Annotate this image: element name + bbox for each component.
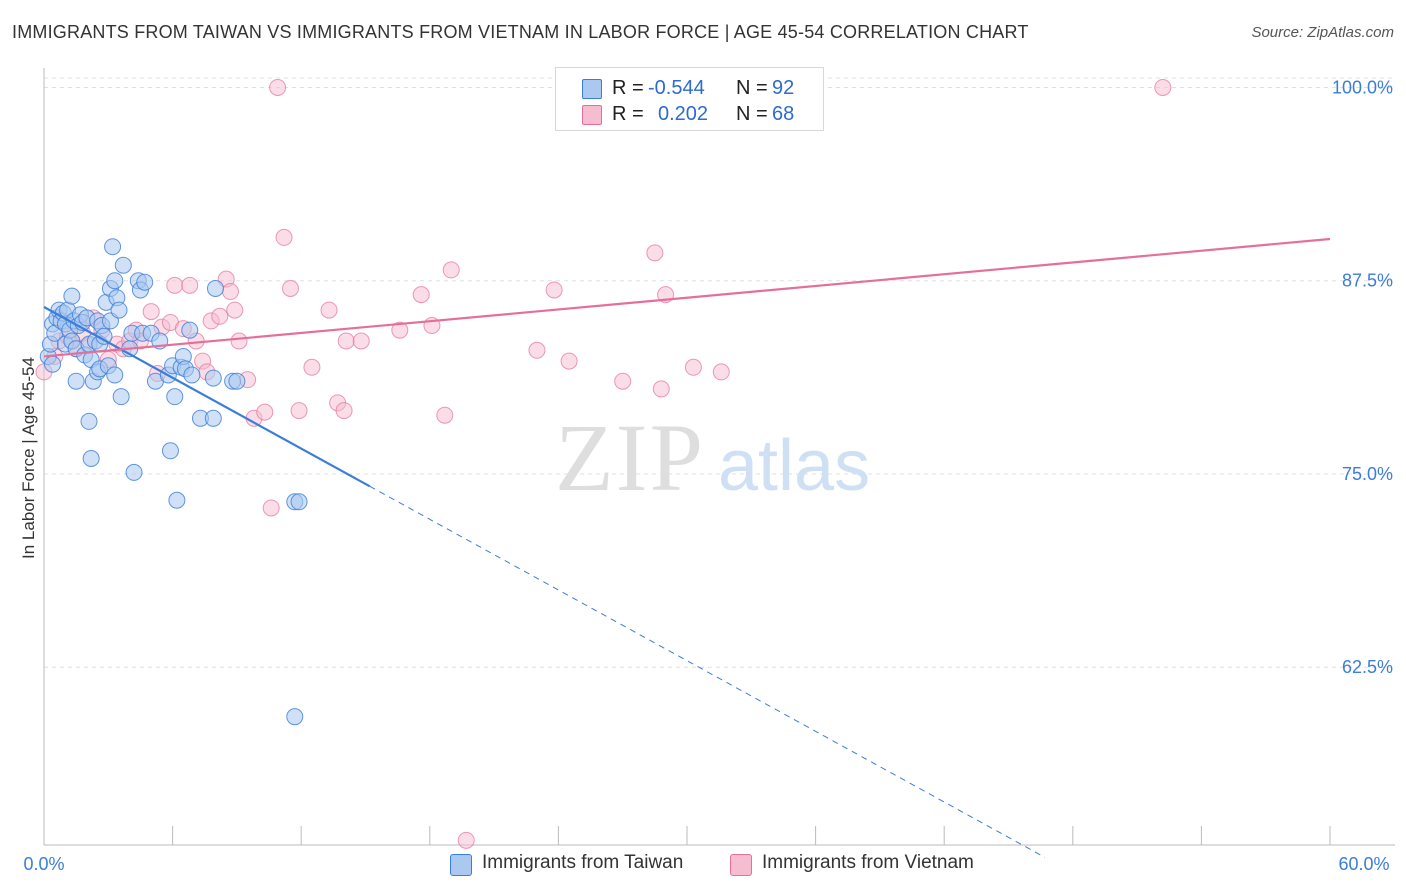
- taiwan-point: [80, 412, 98, 430]
- taiwan-point: [82, 450, 100, 467]
- vietnam-point: [545, 281, 563, 299]
- y-tick-label: 75.0%: [1342, 464, 1393, 484]
- vietnam-point: [646, 244, 664, 262]
- taiwan-legend-label: Immigrants from Taiwan: [482, 852, 684, 873]
- taiwan-trend-extension: [369, 485, 1046, 858]
- vietnam-point: [684, 358, 702, 376]
- watermark: ZIP atlas: [555, 404, 870, 511]
- trend-lines: [43, 237, 1331, 858]
- stats-legend: R = -0.544 N = 92 R = 0.202 N = 68: [555, 67, 824, 131]
- vietnam-trend-line: [43, 237, 1331, 358]
- legend-r-value: -0.544: [648, 77, 705, 99]
- taiwan-point: [110, 301, 128, 319]
- vietnam-point: [230, 332, 248, 350]
- taiwan-point: [114, 256, 132, 274]
- vietnam-point: [712, 363, 730, 381]
- taiwan-point: [44, 355, 62, 373]
- taiwan-point: [286, 708, 304, 726]
- legend-r-label: R =: [612, 103, 644, 125]
- vietnam-point: [166, 276, 184, 294]
- watermark-zip: ZIP: [555, 404, 705, 511]
- vietnam-point: [181, 276, 199, 294]
- vietnam-point: [412, 286, 430, 304]
- taiwan-point: [125, 463, 143, 481]
- vietnam-swatch: [582, 105, 602, 125]
- vietnam-point: [560, 352, 578, 370]
- vietnam-point: [221, 283, 239, 301]
- vietnam-point: [303, 358, 321, 376]
- x-tick-label: 60.0%: [1338, 854, 1389, 874]
- vietnam-point: [337, 332, 355, 350]
- vietnam-point: [391, 321, 409, 339]
- y-axis-label: In Labor Force | Age 45-54: [19, 357, 38, 559]
- vietnam-point: [281, 279, 299, 297]
- y-tick-label: 87.5%: [1342, 271, 1393, 291]
- taiwan-point: [290, 493, 308, 511]
- vietnam-point: [269, 78, 287, 96]
- taiwan-trend-line: [43, 306, 371, 488]
- vietnam-legend-swatch: [730, 854, 752, 876]
- taiwan-point: [104, 238, 122, 256]
- vietnam-point: [457, 831, 475, 849]
- vietnam-point: [352, 332, 370, 350]
- legend-n-value: 92: [772, 77, 795, 99]
- legend-r-label: R =: [612, 77, 644, 99]
- vietnam-point: [335, 402, 353, 420]
- taiwan-point: [106, 272, 124, 290]
- taiwan-point: [206, 279, 224, 297]
- legend-n-label: N =: [736, 77, 768, 99]
- axis-layer: [43, 68, 1395, 846]
- vietnam-legend-label: Immigrants from Vietnam: [762, 852, 974, 873]
- watermark-atlas: atlas: [718, 426, 870, 506]
- vietnam-point: [275, 228, 293, 246]
- vietnam-point: [262, 499, 280, 517]
- legend-n-value: 68: [772, 103, 795, 125]
- taiwan-point: [166, 388, 184, 406]
- y-tick-label: 62.5%: [1342, 657, 1393, 677]
- vietnam-point: [211, 307, 229, 325]
- y-tick-label: 100.0%: [1332, 77, 1393, 97]
- taiwan-point: [136, 273, 154, 291]
- taiwan-point: [63, 287, 81, 305]
- vietnam-point: [256, 403, 274, 421]
- vietnam-point: [436, 406, 454, 424]
- vietnam-point: [614, 372, 632, 390]
- taiwan-legend-swatch: [450, 854, 472, 876]
- vietnam-point: [442, 261, 460, 279]
- source-label: Source: ZipAtlas.com: [1251, 24, 1394, 41]
- taiwan-swatch: [582, 79, 602, 99]
- taiwan-point: [112, 388, 130, 406]
- taiwan-point: [106, 366, 124, 384]
- legend-n-label: N =: [736, 103, 768, 125]
- vietnam-point: [1154, 78, 1172, 96]
- vietnam-point: [142, 303, 160, 321]
- x-tick-label: 0.0%: [23, 854, 64, 874]
- vietnam-point: [652, 380, 670, 398]
- vietnam-point: [528, 341, 546, 359]
- chart-title: IMMIGRANTS FROM TAIWAN VS IMMIGRANTS FRO…: [12, 22, 1029, 42]
- vietnam-point: [226, 301, 244, 319]
- taiwan-points: [39, 238, 308, 726]
- tick-labels: 62.5% 75.0% 87.5% 100.0% 0.0% 60.0%: [23, 77, 1393, 874]
- taiwan-point: [168, 491, 186, 509]
- taiwan-point: [181, 321, 199, 339]
- taiwan-point: [228, 372, 246, 390]
- vietnam-point: [320, 301, 338, 319]
- legend-r-value: 0.202: [658, 103, 709, 125]
- taiwan-point: [204, 369, 222, 387]
- taiwan-point: [204, 409, 222, 427]
- vietnam-point: [290, 402, 308, 420]
- taiwan-point: [161, 442, 179, 460]
- taiwan-point: [183, 366, 201, 384]
- taiwan-point: [67, 372, 85, 390]
